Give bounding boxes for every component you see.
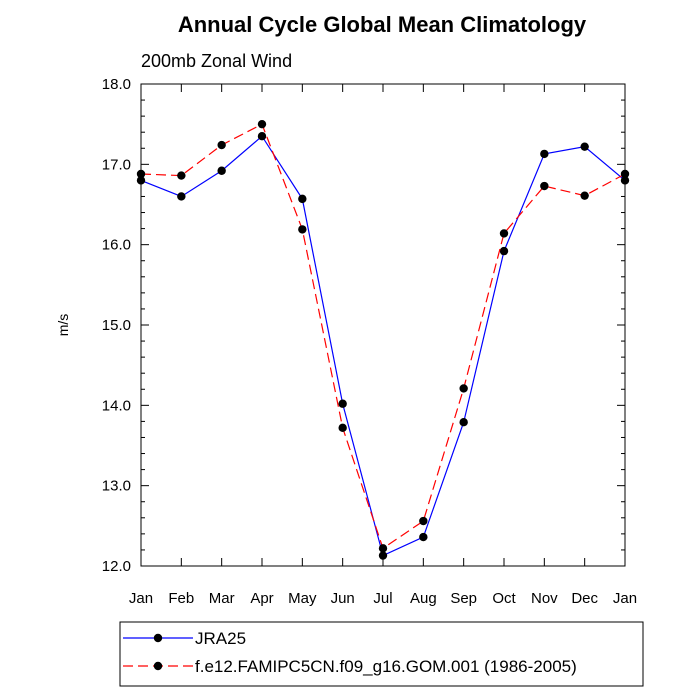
x-tick-label: Apr	[250, 590, 273, 607]
series-0-point	[257, 132, 267, 141]
x-tick-label: May	[288, 590, 317, 607]
series-1-point	[338, 423, 347, 433]
x-tick-label: Dec	[571, 590, 598, 607]
x-tick-label: Mar	[209, 590, 235, 607]
series-0-point	[298, 194, 307, 204]
legend-box	[119, 621, 644, 687]
series-1-point	[580, 191, 589, 200]
legend-label: f.e12.FAMIPC5CN.f09_g16.GOM.001 (1986-20…	[195, 657, 577, 676]
y-tick-label: 13.0	[102, 478, 131, 495]
series-0-point	[378, 551, 388, 560]
legend-label: JRA25	[195, 629, 246, 648]
series-0-point	[580, 142, 589, 151]
series-line-1	[140, 123, 626, 550]
series-0-point	[499, 246, 509, 256]
y-tick-label: 17.0	[102, 156, 131, 173]
series-0-point	[136, 176, 146, 185]
x-tick-label: Jul	[373, 590, 392, 607]
y-tick-label: 12.0	[102, 558, 131, 575]
series-1-point	[257, 119, 267, 129]
series-0-point	[540, 149, 549, 159]
x-tick-label: Jan	[129, 590, 153, 607]
series-0-point	[217, 166, 226, 175]
series-0-point	[459, 418, 468, 427]
series-1-point	[499, 229, 509, 238]
series-1-point	[177, 171, 186, 180]
x-tick-label: Jan	[613, 590, 637, 607]
series-0-point	[620, 176, 630, 185]
y-tick-label: 16.0	[102, 237, 131, 254]
chart-title: Annual Cycle Global Mean Climatology	[178, 12, 587, 37]
series-1-point	[540, 181, 549, 191]
axes: 12.0 13.0 14.0 15.0 16.0 17.0 18.0 Jan Feb Mar Apr…	[102, 76, 637, 607]
series-1-point	[136, 169, 146, 179]
x-tick-label: Sep	[450, 590, 477, 607]
series-1-point	[378, 544, 388, 553]
series-0-point	[338, 399, 347, 408]
series-1-point	[419, 516, 428, 526]
y-tick-label: 18.0	[102, 76, 131, 93]
chart-subtitle: 200mb Zonal Wind	[141, 51, 292, 71]
x-tick-label: Aug	[410, 590, 437, 607]
series	[136, 119, 630, 560]
series-1-point	[217, 140, 226, 150]
legend-swatch-marker	[153, 633, 163, 643]
legend: JRA25 f.e12.FAMIPC5CN.f09_g16.GOM.001 (19…	[119, 621, 644, 687]
y-tick-label: 15.0	[102, 317, 131, 334]
series-1-point	[620, 169, 630, 179]
x-tick-label: Jun	[331, 590, 355, 607]
series-1-point	[459, 384, 468, 393]
series-0-point	[177, 192, 186, 201]
series-1-point	[298, 225, 307, 234]
plot-frame	[140, 83, 626, 567]
series-0-point	[419, 532, 428, 542]
legend-swatch-marker	[153, 661, 163, 671]
x-tick-label: Oct	[492, 590, 516, 607]
x-tick-label: Nov	[531, 590, 558, 607]
y-axis-label: m/s	[55, 314, 71, 337]
series-line-0	[140, 135, 626, 557]
y-tick-label: 14.0	[102, 397, 131, 414]
x-tick-label: Feb	[168, 590, 194, 607]
